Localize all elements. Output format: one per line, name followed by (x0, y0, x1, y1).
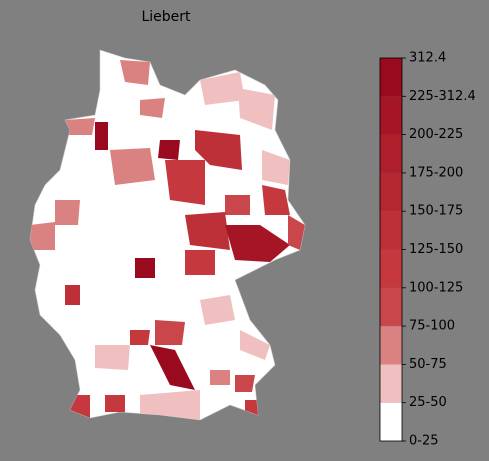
colorbar-segment (380, 96, 402, 135)
colorbar-label: 125-150 (409, 242, 463, 257)
colorbar-label: 312.4 (409, 51, 446, 66)
colorbar-segment (380, 58, 402, 97)
colorbar-label: 25-50 (409, 395, 447, 410)
colorbar-segment (380, 249, 402, 288)
colorbar-segment (380, 172, 402, 212)
colorbar-label: 200-225 (409, 127, 463, 142)
germany-map (29, 49, 306, 421)
colorbar-segment (380, 211, 402, 250)
district-patches (30, 60, 305, 420)
colorbar-segment (380, 326, 402, 365)
colorbar-label: 75-100 (409, 319, 455, 334)
colorbar-segment (380, 287, 402, 327)
colorbar-segment (380, 364, 402, 403)
colorbar-label: 175-200 (409, 165, 463, 180)
colorbar-segment (380, 134, 402, 173)
colorbar: 0-25 25-50 50-75 75-100 100-125 125-150 150-17… (379, 51, 476, 449)
colorbar-label: 100-125 (409, 280, 463, 295)
colorbar-segment (380, 402, 402, 441)
colorbar-label: 0-25 (409, 434, 439, 449)
colorbar-label: 225-312.4 (409, 89, 476, 104)
map-title: Liebert (141, 9, 191, 25)
colorbar-label: 150-175 (409, 204, 463, 219)
colorbar-label: 50-75 (409, 357, 447, 372)
